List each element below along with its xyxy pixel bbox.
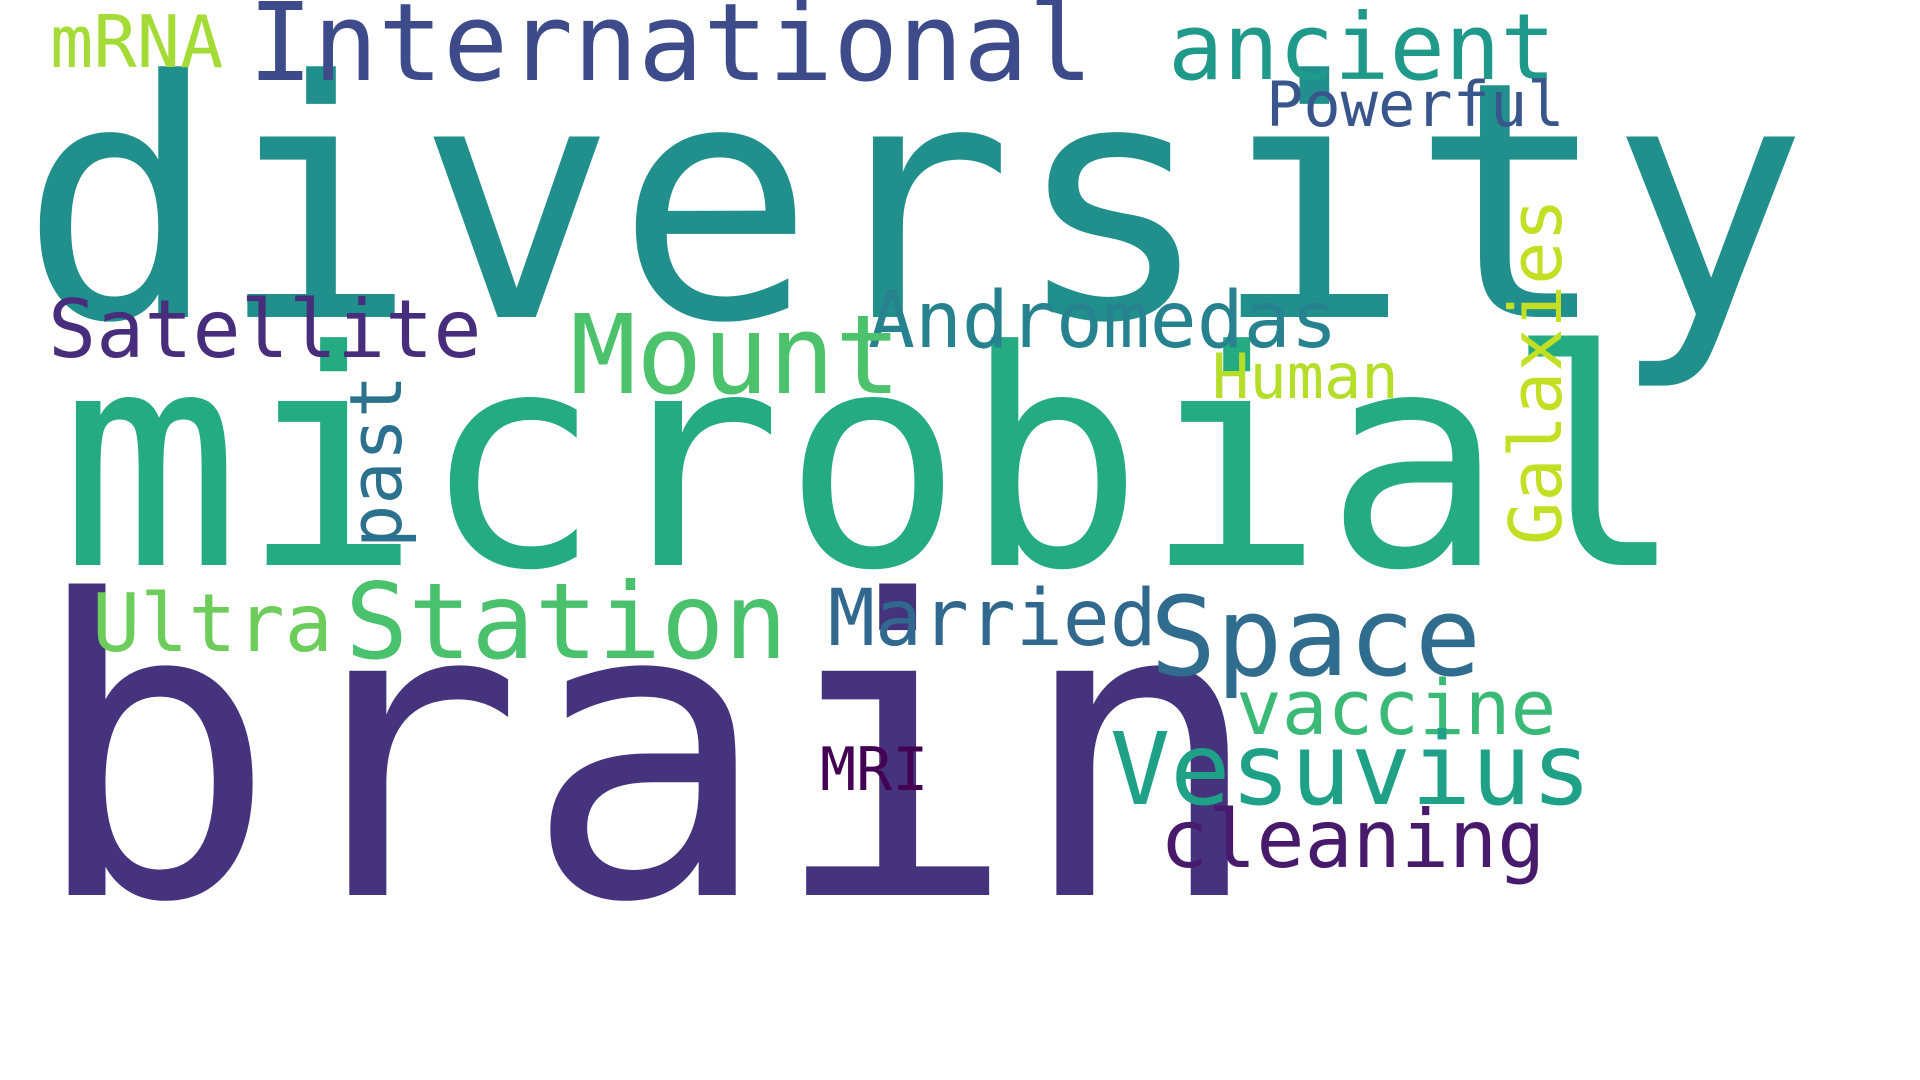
word-international: International bbox=[248, 0, 1094, 106]
word-vaccine: vaccine bbox=[1236, 663, 1557, 752]
word-ultra: Ultra bbox=[92, 577, 333, 670]
word-andromedas: Andromedas bbox=[868, 276, 1338, 366]
word-vesuvius: Vesuvius bbox=[1110, 711, 1592, 828]
word-married: Married bbox=[828, 574, 1157, 664]
word-microbial: microbial bbox=[60, 287, 1686, 636]
word-space: Space bbox=[1150, 573, 1482, 701]
word-mri: MRI bbox=[820, 735, 929, 805]
word-satellite: Satellite bbox=[48, 283, 482, 376]
word-powerful: Powerful bbox=[1266, 68, 1565, 141]
word-station: Station bbox=[345, 561, 788, 683]
word-cloud: diversity International ancient mRNA Pow… bbox=[20, 0, 1809, 958]
word-ancient: ancient bbox=[1168, 0, 1556, 101]
word-mount: Mount bbox=[570, 291, 902, 419]
word-brain: brain bbox=[30, 514, 1265, 992]
word-mrna: mRNA bbox=[50, 0, 224, 84]
word-diversity: diversity bbox=[20, 11, 1809, 395]
word-human: Human bbox=[1212, 340, 1399, 413]
word-cleaning: cleaning bbox=[1160, 793, 1546, 886]
word-galaxies: Galaxies bbox=[1494, 198, 1578, 545]
